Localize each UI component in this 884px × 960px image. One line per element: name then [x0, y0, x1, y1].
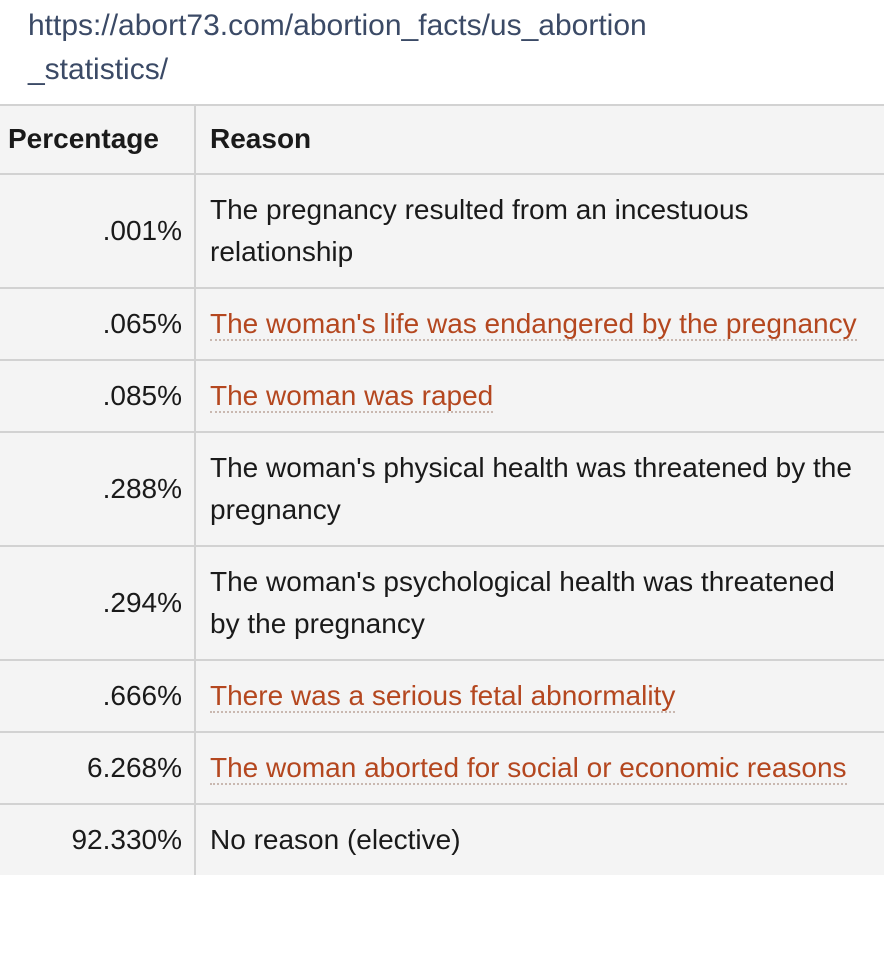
- header-cell: Percentage: [0, 104, 196, 174]
- table-row: .666% There was a serious fetal abnormali…: [0, 659, 884, 732]
- table-row: .288% The woman's physical health was thr…: [0, 431, 884, 546]
- percentage-cell: .001%: [0, 173, 196, 288]
- header-row: Percentage Reason: [0, 104, 884, 174]
- table-row: .085% The woman was raped: [0, 359, 884, 432]
- percentage-cell: .288%: [0, 431, 196, 546]
- table-row: 92.330% No reason (elective): [0, 803, 884, 875]
- percentage-cell: 6.268%: [0, 731, 196, 804]
- reason-cell: The woman aborted for social or economic…: [195, 731, 884, 804]
- table-row: .001% The pregnancy resulted from an ince…: [0, 173, 884, 288]
- reason-cell: The woman's physical health was threaten…: [195, 431, 884, 546]
- percentage-cell: .294%: [0, 545, 196, 660]
- table-row: .065% The woman's life was endangered by …: [0, 287, 884, 360]
- table-body: .001% The pregnancy resulted from an ince…: [0, 173, 884, 875]
- table-row: 6.268% The woman aborted for social or ec…: [0, 731, 884, 804]
- table-head: Percentage Reason: [0, 104, 884, 174]
- reason-cell: The woman was raped: [195, 359, 884, 432]
- table-row: .294% The woman's psychological health wa…: [0, 545, 884, 660]
- reason-link[interactable]: The woman's life was endangered by the p…: [210, 308, 857, 341]
- percentage-cell: .666%: [0, 659, 196, 732]
- percentage-cell: .085%: [0, 359, 196, 432]
- reasons-table: Percentage Reason .001% The pregnancy res…: [0, 104, 884, 875]
- percentage-cell: 92.330%: [0, 803, 196, 875]
- reason-link[interactable]: The woman was raped: [210, 380, 494, 413]
- reason-link[interactable]: The woman aborted for social or economic…: [210, 752, 847, 785]
- reason-cell: There was a serious fetal abnormality: [195, 659, 884, 732]
- url-text: https://abort73.com/abortion_facts/us_ab…: [0, 0, 884, 104]
- reason-cell: No reason (elective): [195, 803, 884, 875]
- url-line: https://abort73.com/abortion_facts/us_ab…: [28, 9, 647, 42]
- reason-link[interactable]: There was a serious fetal abnormality: [210, 680, 676, 713]
- url-line: _statistics/: [28, 53, 169, 86]
- reason-cell: The pregnancy resulted from an incestuou…: [195, 173, 884, 288]
- percentage-cell: .065%: [0, 287, 196, 360]
- reason-cell: The woman's life was endangered by the p…: [195, 287, 884, 360]
- header-cell: Reason: [195, 104, 884, 174]
- reason-cell: The woman's psychological health was thr…: [195, 545, 884, 660]
